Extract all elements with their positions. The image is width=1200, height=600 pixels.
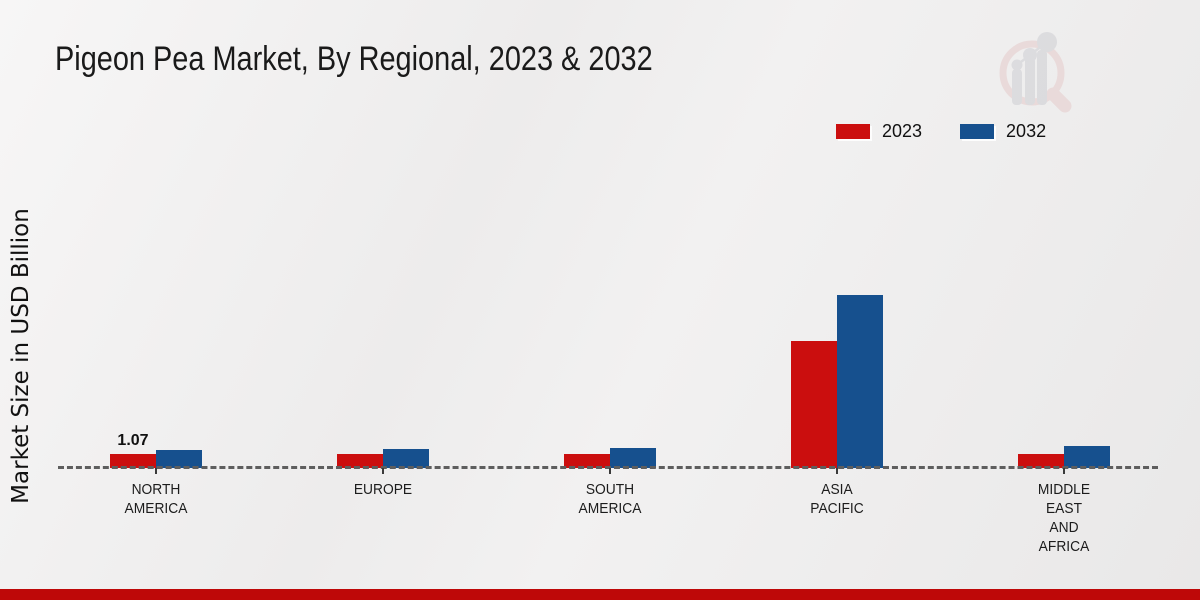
bar-2032-asia-pacific xyxy=(837,295,883,468)
legend-item-2032: 2032 xyxy=(960,121,1046,142)
category-label-middle-east-and-africa: MIDDLE EAST AND AFRICA xyxy=(1037,481,1091,555)
category-label-south-america: SOUTH AMERICA xyxy=(578,481,642,517)
zero-baseline xyxy=(58,466,1158,469)
axis-tick-asia-pacific xyxy=(836,468,838,474)
axis-tick-middle-east-and-africa xyxy=(1063,468,1065,474)
category-label-north-america: NORTH AMERICA xyxy=(124,481,188,517)
category-label-asia-pacific: ASIA PACIFIC xyxy=(810,481,864,517)
category-label-europe: EUROPE xyxy=(353,481,413,498)
bar-2032-europe xyxy=(383,449,429,468)
legend-swatch-2032 xyxy=(960,124,995,139)
bar-value-label-2023-north-america: 1.07 xyxy=(117,432,149,449)
chart-title: Pigeon Pea Market, By Regional, 2023 & 2… xyxy=(55,40,653,78)
axis-tick-south-america xyxy=(609,468,611,474)
footer-accent-bar xyxy=(0,589,1200,600)
market-research-logo-icon xyxy=(999,32,1072,113)
bar-2023-middle-east-and-africa xyxy=(1018,454,1064,468)
bar-2032-middle-east-and-africa xyxy=(1064,446,1110,468)
legend-label-2032: 2032 xyxy=(1006,121,1047,141)
legend-label-2023: 2023 xyxy=(882,121,923,141)
bar-2023-south-america xyxy=(564,454,610,468)
axis-tick-europe xyxy=(382,468,384,474)
axis-tick-north-america xyxy=(155,468,157,474)
bar-2032-north-america xyxy=(156,450,202,468)
bar-2023-asia-pacific xyxy=(791,341,837,468)
legend-swatch-2023 xyxy=(836,124,870,139)
bar-2023-north-america xyxy=(110,454,156,468)
legend: 2023 2032 xyxy=(836,121,1046,142)
legend-item-2023: 2023 xyxy=(836,121,922,142)
bar-2023-europe xyxy=(337,454,383,468)
bar-2032-south-america xyxy=(610,448,656,468)
